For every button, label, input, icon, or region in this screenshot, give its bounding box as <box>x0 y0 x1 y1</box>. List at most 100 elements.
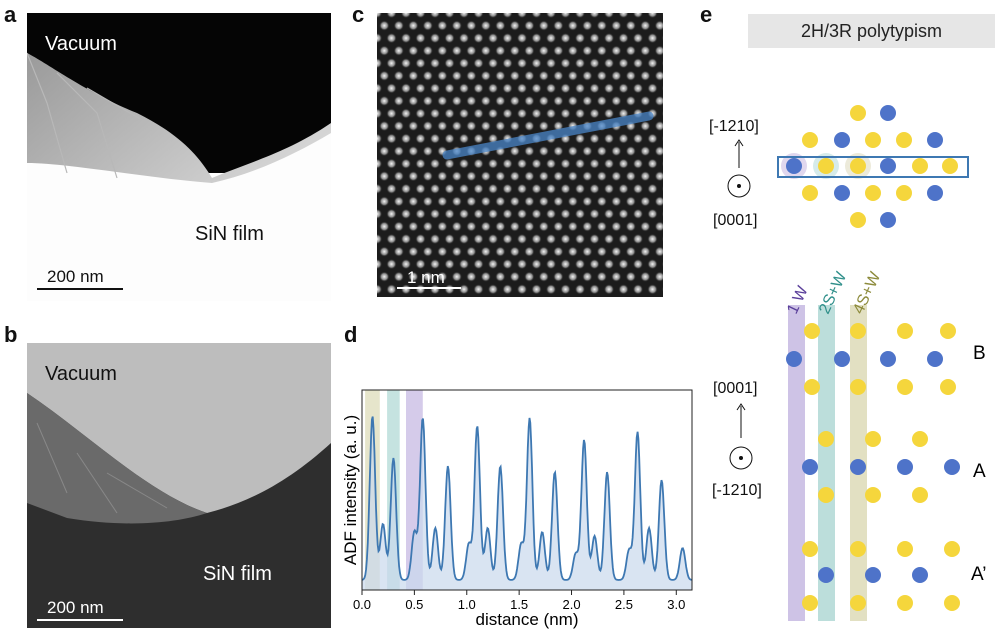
tungsten-atom <box>880 105 896 121</box>
lattice-atom <box>560 183 571 194</box>
lattice-atom <box>429 58 441 69</box>
x-tick-label: 3.0 <box>667 597 685 612</box>
lattice-atom <box>531 32 542 44</box>
lattice-atom <box>625 145 636 157</box>
lattice-atom <box>640 70 651 81</box>
lattice-atom <box>611 196 622 207</box>
lattice-atom <box>502 284 513 295</box>
lattice-atom <box>560 158 571 169</box>
lattice-atom <box>574 133 586 144</box>
x-tick-label: 2.0 <box>562 597 580 612</box>
lattice-atom <box>466 221 477 232</box>
lattice-atom <box>582 20 593 31</box>
sulfur-atom <box>818 487 834 503</box>
panel-label-a: a <box>4 2 17 27</box>
lattice-atom <box>640 196 651 207</box>
lattice-atom <box>415 108 426 119</box>
lattice-atom <box>415 233 426 245</box>
lattice-atom <box>502 183 513 194</box>
lattice-atom <box>661 235 663 243</box>
lattice-atom <box>574 158 586 169</box>
top-axis-icon <box>727 139 751 198</box>
sulfur-atom <box>944 541 960 557</box>
lattice-atom <box>574 284 586 295</box>
lattice-atom <box>429 13 441 19</box>
lattice-atom <box>654 145 663 157</box>
lattice-atom <box>400 183 412 194</box>
lattice-atom <box>458 284 470 295</box>
lattice-atom <box>495 171 506 182</box>
panel-a-film-label: SiN film <box>195 223 264 245</box>
lattice-atom <box>502 233 513 245</box>
sulfur-atom <box>818 431 834 447</box>
lattice-atom <box>393 45 404 56</box>
lattice-atom <box>553 70 564 81</box>
lattice-atom <box>422 196 433 207</box>
tungsten-atom <box>865 567 881 583</box>
lattice-atom <box>400 83 412 94</box>
tungsten-atom <box>944 459 960 475</box>
lattice-atom <box>618 233 629 245</box>
lattice-atom <box>560 83 571 94</box>
sulfur-atom <box>850 541 866 557</box>
sulfur-atom <box>850 158 866 174</box>
lattice-atom <box>400 258 412 270</box>
lattice-atom <box>466 95 477 107</box>
lattice-atom <box>422 120 433 132</box>
tungsten-atom <box>818 567 834 583</box>
lattice-atom <box>647 233 658 245</box>
tungsten-atom <box>927 185 943 201</box>
lattice-atom <box>495 246 506 257</box>
lattice-atom <box>422 271 433 282</box>
lattice-atom <box>480 246 491 257</box>
tungsten-atom <box>834 185 850 201</box>
lattice-atom <box>524 20 535 31</box>
lattice-atom <box>422 70 433 81</box>
lattice-atom <box>647 158 658 169</box>
lattice-atom <box>466 120 477 132</box>
lattice-atom <box>640 145 651 157</box>
plot-frame <box>361 389 693 591</box>
lattice-atom <box>429 83 441 94</box>
lattice-atom <box>458 83 470 94</box>
lattice-atom <box>386 233 397 245</box>
lattice-atom <box>560 284 571 295</box>
lattice-atom <box>531 258 542 270</box>
lattice-atom <box>538 20 549 31</box>
lattice-atom <box>408 196 419 207</box>
lattice-atom <box>538 45 549 56</box>
lattice-atom <box>596 20 607 31</box>
tungsten-atom <box>927 132 943 148</box>
lattice-atom <box>589 208 600 220</box>
sulfur-atom <box>850 379 866 395</box>
lattice-atom <box>654 246 663 257</box>
lattice-atom <box>553 221 564 232</box>
lattice-atom <box>531 208 542 220</box>
lattice-atom <box>603 258 615 270</box>
lattice-atom <box>582 70 593 81</box>
lattice-atom <box>437 45 448 56</box>
lattice-atom <box>596 95 607 107</box>
sulfur-atom <box>940 379 956 395</box>
lattice-atom <box>618 13 629 19</box>
lattice-atom <box>553 196 564 207</box>
lattice-atom <box>437 20 448 31</box>
tungsten-atom <box>834 351 850 367</box>
lattice-atom <box>408 145 419 157</box>
lattice-atom <box>654 95 663 107</box>
lattice-atom <box>632 32 644 44</box>
lattice-atom <box>393 221 404 232</box>
lattice-atom <box>480 120 491 132</box>
lattice-atom <box>480 171 491 182</box>
lattice-atom <box>393 120 404 132</box>
lattice-atom <box>524 95 535 107</box>
lattice-atom <box>632 83 644 94</box>
panel-label-c: c <box>352 2 365 27</box>
lattice-atom <box>377 83 383 94</box>
lattice-atom <box>408 45 419 56</box>
lattice-atom <box>589 32 600 44</box>
lattice-atom <box>466 20 477 31</box>
lattice-atom <box>444 233 455 245</box>
tungsten-atom <box>880 351 896 367</box>
lattice-atom <box>437 171 448 182</box>
